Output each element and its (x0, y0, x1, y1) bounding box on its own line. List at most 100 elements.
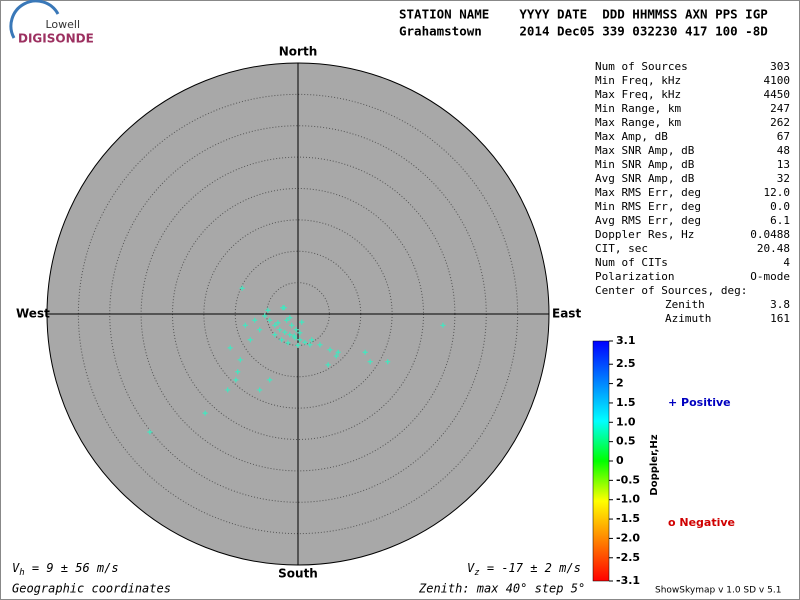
point (284, 317, 290, 323)
stat-value: 12.0 (764, 186, 791, 199)
point (287, 315, 293, 321)
point (297, 337, 303, 343)
center-value: 3.8 (770, 298, 790, 311)
colorbar-tick-label: 2.5 (616, 357, 636, 370)
point (235, 369, 241, 375)
stat-label: Avg RMS Err, deg (595, 214, 701, 227)
point (317, 342, 323, 348)
center-label: Zenith (665, 298, 705, 311)
point (293, 327, 299, 333)
point (327, 347, 333, 353)
stat-label: Polarization (595, 270, 674, 283)
point (289, 322, 295, 328)
point (307, 342, 313, 348)
point (367, 359, 373, 365)
point (277, 327, 283, 333)
stat-label: Max Freq, kHz (595, 88, 681, 101)
coords: Geographic coordinates (12, 582, 171, 596)
vz: Vz = -17 ± 2 m/s (467, 561, 581, 578)
stat-value: 0.0 (770, 200, 790, 213)
center-label: Azimuth (665, 312, 711, 325)
point (239, 285, 245, 291)
stat-value: 20.48 (757, 242, 790, 255)
legend-negative: o Negative (668, 516, 735, 529)
point (252, 317, 258, 323)
stat-label: Min Range, km (595, 102, 681, 115)
direction-label: East (552, 307, 581, 321)
logo-arc (9, 0, 60, 39)
colorbar-tick-label: 3.1 (616, 334, 636, 347)
zenith-info: Zenith: max 40° step 5° (418, 582, 585, 596)
point (281, 305, 287, 311)
point (297, 330, 303, 336)
colorbar-tick-label: 2 (616, 377, 624, 390)
point (362, 349, 368, 355)
point (247, 337, 253, 343)
stat-value: O-mode (750, 270, 790, 283)
point (287, 332, 293, 338)
logo-top: Lowell (45, 18, 80, 31)
point (147, 429, 153, 435)
stat-value: 67 (777, 130, 790, 143)
point (385, 359, 391, 365)
stat-value: 303 (770, 60, 790, 73)
point (325, 362, 331, 368)
direction-label: North (279, 45, 317, 59)
point (267, 317, 273, 323)
colorbar-tick-label: 0.5 (616, 435, 636, 448)
point (233, 377, 239, 383)
stat-value: 32 (777, 172, 790, 185)
point (202, 410, 208, 416)
point (267, 377, 273, 383)
point (272, 332, 278, 338)
point (275, 320, 281, 326)
colorbar (592, 340, 610, 582)
point (291, 333, 297, 339)
stat-value: 262 (770, 116, 790, 129)
point (335, 349, 341, 355)
point (309, 337, 315, 343)
direction-label: South (278, 567, 318, 581)
point (262, 313, 268, 319)
point (227, 345, 233, 351)
stat-label: Doppler Res, Hz (595, 228, 694, 241)
logo-bottom: DIGISONDE (18, 32, 94, 46)
legend-positive: + Positive (668, 396, 731, 409)
stat-value: 4 (783, 256, 790, 269)
stat-label: Min SNR Amp, dB (595, 158, 695, 171)
point (279, 337, 285, 343)
direction-label: West (16, 307, 50, 321)
vh: Vh = 9 ± 56 m/s (12, 561, 119, 578)
center-title: Center of Sources, deg: (595, 284, 747, 297)
stat-value: 247 (770, 102, 790, 115)
point (282, 329, 288, 335)
colorbar-tick-label: -3.1 (616, 574, 640, 587)
point (299, 319, 305, 325)
point (225, 387, 231, 393)
stat-label: Avg SNR Amp, dB (595, 172, 695, 185)
point (237, 357, 243, 363)
stat-label: Max SNR Amp, dB (595, 144, 695, 157)
colorbar-label: Doppler,Hz (649, 434, 660, 495)
stat-label: Num of Sources (595, 60, 688, 73)
stat-label: Num of CITs (595, 256, 668, 269)
center-value: 161 (770, 312, 790, 325)
colorbar-tick-label: -1.5 (616, 512, 640, 525)
header-line: STATION NAME YYYY DATE DDD HHMMSS AXN PP… (399, 7, 768, 22)
point (333, 353, 339, 359)
point (302, 339, 308, 345)
stat-label: Min Freq, kHz (595, 74, 681, 87)
colorbar-tick-label: 0 (616, 454, 624, 467)
stat-value: 13 (777, 158, 790, 171)
stat-label: Min RMS Err, deg (595, 200, 701, 213)
stat-label: Max Range, km (595, 116, 681, 129)
stat-value: 4100 (764, 74, 791, 87)
colorbar-tick-label: 1.0 (616, 415, 636, 428)
stat-value: 0.0488 (750, 228, 790, 241)
header-line: Grahamstown 2014 Dec05 339 032230 417 10… (399, 24, 768, 39)
colorbar-tick-label: 1.5 (616, 396, 636, 409)
point (285, 340, 291, 346)
stat-value: 4450 (764, 88, 791, 101)
stat-label: Max RMS Err, deg (595, 186, 701, 199)
